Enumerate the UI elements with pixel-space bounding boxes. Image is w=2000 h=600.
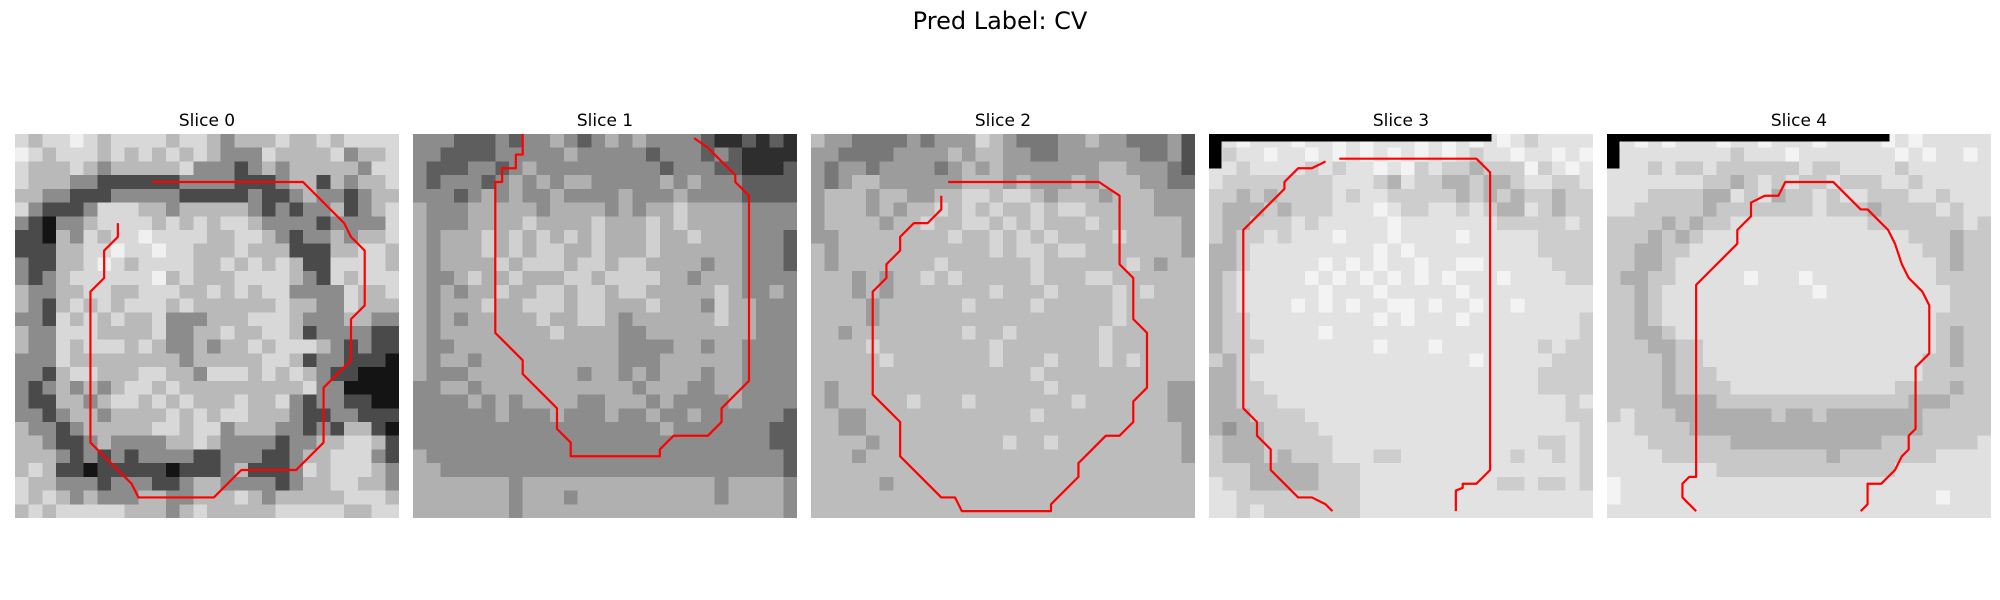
segmentation-contour: [873, 182, 1147, 511]
figure-title: Pred Label: CV: [912, 7, 1088, 35]
slice-title: Slice 2: [974, 111, 1032, 131]
segmentation-contour: [1339, 159, 1490, 511]
slice-image: [413, 134, 797, 518]
corner-marker: [1209, 134, 1492, 169]
pixel-grid: [1209, 134, 1593, 518]
segmentation-contour: [1682, 182, 1929, 511]
pixel-grid: [413, 134, 797, 518]
slice-panel-1: Slice 1: [413, 108, 797, 518]
slice-panel-3: Slice 3: [1209, 108, 1593, 518]
slice-image: [1209, 134, 1593, 518]
slice-title: Slice 0: [178, 111, 236, 131]
slice-panel-4: Slice 4: [1607, 108, 1991, 518]
segmentation-contour: [495, 134, 749, 456]
slice-image: [811, 134, 1195, 518]
slice-panel-2: Slice 2: [811, 108, 1195, 518]
pixel-grid: [15, 134, 399, 518]
slice-title: Slice 1: [576, 111, 634, 131]
corner-marker: [1607, 134, 1890, 169]
slice-panel-0: Slice 0: [15, 108, 399, 518]
slice-title: Slice 3: [1372, 111, 1430, 131]
slice-title: Slice 4: [1770, 111, 1828, 131]
pixel-grid: [811, 134, 1195, 518]
segmentation-contour: [90, 182, 364, 497]
segmentation-contour: [1243, 161, 1332, 511]
slice-image: [1607, 134, 1991, 518]
slice-image: [15, 134, 399, 518]
pixel-grid: [1607, 134, 1991, 518]
